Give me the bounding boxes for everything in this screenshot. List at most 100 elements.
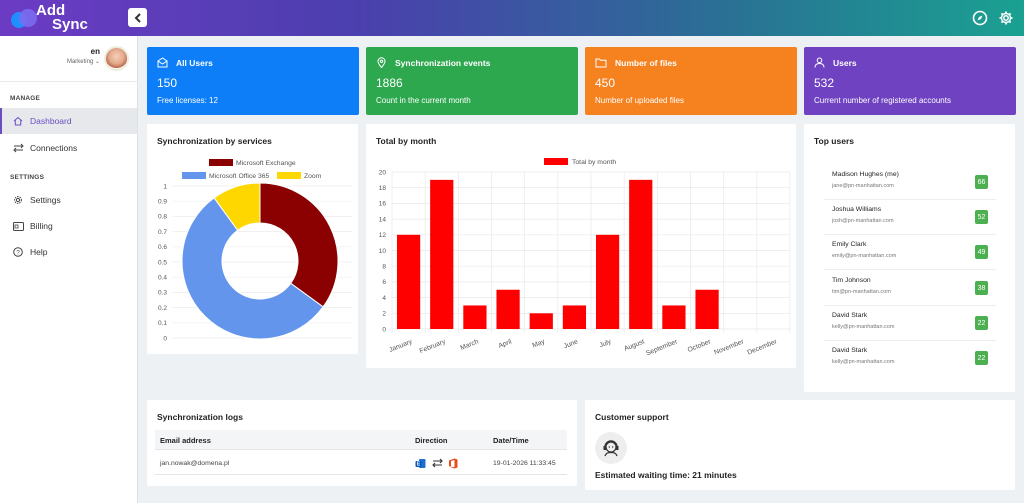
direction-cell: E (415, 451, 458, 475)
sidebar-item-billing[interactable]: Billing (0, 213, 137, 239)
legend-swatch[interactable] (209, 159, 233, 166)
x-tick-label: November (713, 338, 745, 357)
sidebar-item-dashboard[interactable]: Dashboard (0, 108, 137, 134)
bar[interactable] (529, 313, 553, 329)
role-dropdown[interactable]: Marketing ⌄ (67, 58, 100, 65)
column-header-email[interactable]: Email address (160, 435, 211, 445)
collapse-sidebar-button[interactable] (128, 8, 147, 27)
y-tick-label: 0.7 (158, 229, 167, 236)
sidebar-item-settings[interactable]: Settings (0, 187, 137, 213)
y-tick-label: 20 (379, 169, 387, 176)
x-tick-label: March (460, 338, 480, 352)
sidebar-item-label: Settings (30, 195, 61, 205)
table-header-row (155, 430, 567, 450)
top-users-card: Top users Madison Hughes (me) jane@pn-ma… (804, 124, 1015, 392)
stat-card-files[interactable]: Number of files 450 Number of uploaded f… (585, 47, 797, 115)
card-title: Customer support (595, 412, 669, 422)
x-tick-label: September (645, 338, 679, 357)
legend-swatch[interactable] (544, 158, 568, 165)
sidebar-item-label: Help (30, 247, 48, 257)
list-item[interactable]: Tim Johnson tim@pn-manhattan.com 38 (824, 270, 996, 306)
settings-gear-icon[interactable] (998, 10, 1014, 26)
bar[interactable] (463, 305, 487, 329)
folder-icon (595, 58, 607, 68)
logo-text-sync: Sync (52, 16, 88, 33)
user-email: tim@pn-manhattan.com (832, 289, 891, 295)
stat-title: Users (833, 57, 857, 68)
user-name: Emily Clark (832, 241, 867, 248)
bar[interactable] (662, 305, 686, 329)
stat-title: All Users (176, 57, 213, 68)
stat-card-all-users[interactable]: All Users 150 Free licenses: 12 (147, 47, 359, 115)
stat-subtitle: Free licenses: 12 (157, 96, 218, 105)
legend-label[interactable]: Zoom (304, 173, 322, 180)
bar[interactable] (629, 179, 653, 329)
x-tick-label: February (419, 338, 447, 355)
bar[interactable] (695, 289, 719, 329)
stat-card-sync-events[interactable]: Synchronization events 1886 Count in the… (366, 47, 578, 115)
stat-card-users[interactable]: Users 532 Current number of registered a… (804, 47, 1016, 115)
chevron-down-icon: ⌄ (94, 59, 100, 65)
y-tick-label: 12 (379, 232, 387, 239)
compass-icon[interactable] (972, 10, 988, 26)
y-tick-label: 10 (379, 248, 387, 255)
count-badge: 49 (975, 245, 988, 259)
support-agent-icon (595, 432, 627, 464)
user-icon (814, 57, 825, 68)
user-email: jane@pn-manhattan.com (832, 183, 894, 189)
legend-label[interactable]: Microsoft Office 365 (209, 173, 270, 180)
y-tick-label: 6 (382, 279, 386, 286)
column-header-datetime[interactable]: Date/Time (493, 435, 529, 445)
column-header-direction[interactable]: Direction (415, 435, 448, 445)
user-email: kelly@pn-manhattan.com (832, 324, 895, 330)
customer-support-card: Customer support Estimated waiting time:… (585, 400, 1015, 490)
user-name: David Stark (832, 312, 868, 319)
legend-label[interactable]: Microsoft Exchange (236, 160, 296, 167)
stat-value: 532 (814, 76, 835, 90)
list-item[interactable]: Emily Clark emily@pn-manhattan.com 49 (824, 234, 996, 270)
language-label[interactable]: en (90, 47, 100, 56)
legend-swatch[interactable] (182, 172, 206, 179)
envelope-icon (157, 57, 168, 68)
list-item[interactable]: Joshua Williams josh@pn-manhattan.com 52 (824, 199, 996, 235)
count-badge: 22 (975, 351, 988, 365)
bar[interactable] (562, 305, 587, 329)
x-tick-label: January (388, 338, 414, 354)
x-tick-label: October (687, 338, 713, 354)
list-item[interactable]: David Stark kelly@pn-manhattan.com 22 (824, 340, 996, 376)
log-email: jan.nowak@domena.pl (160, 459, 230, 467)
y-tick-label: 1 (163, 183, 167, 190)
y-tick-label: 2 (382, 311, 386, 318)
pie-slice[interactable] (213, 182, 261, 231)
count-badge: 52 (975, 210, 988, 224)
card-title: Top users (814, 136, 854, 146)
logo-text-add: Add (36, 2, 66, 19)
pie-slice[interactable] (181, 197, 324, 340)
y-tick-label: 4 (382, 295, 386, 302)
card-title: Total by month (376, 136, 437, 146)
stat-value: 450 (595, 76, 616, 90)
bar[interactable] (595, 234, 620, 329)
list-item[interactable]: David Stark kelly@pn-manhattan.com 22 (824, 305, 996, 341)
bar[interactable] (396, 234, 421, 329)
sidebar-item-connections[interactable]: Connections (0, 135, 137, 161)
chevron-left-icon (134, 12, 141, 23)
list-item[interactable]: Madison Hughes (me) jane@pn-manhattan.co… (824, 164, 996, 200)
stat-subtitle: Current number of registered accounts (814, 96, 951, 105)
map-pin-icon (377, 57, 386, 68)
y-tick-label: 0.1 (158, 320, 167, 327)
user-name: David Stark (832, 347, 868, 354)
sidebar-item-label: Dashboard (30, 116, 72, 126)
legend-swatch[interactable] (277, 172, 301, 179)
legend-label[interactable]: Total by month (572, 159, 616, 166)
bar[interactable] (496, 289, 520, 329)
app-logo[interactable]: Add Sync (8, 3, 88, 33)
y-tick-label: 0.9 (158, 199, 167, 206)
bar[interactable] (430, 179, 454, 329)
svg-text:?: ? (16, 249, 20, 256)
user-email: josh@pn-manhattan.com (832, 218, 894, 224)
avatar[interactable] (104, 46, 129, 71)
pie-slice[interactable] (259, 182, 339, 308)
sidebar-item-help[interactable]: ? Help (0, 239, 137, 265)
sidebar-item-label: Billing (30, 221, 53, 231)
